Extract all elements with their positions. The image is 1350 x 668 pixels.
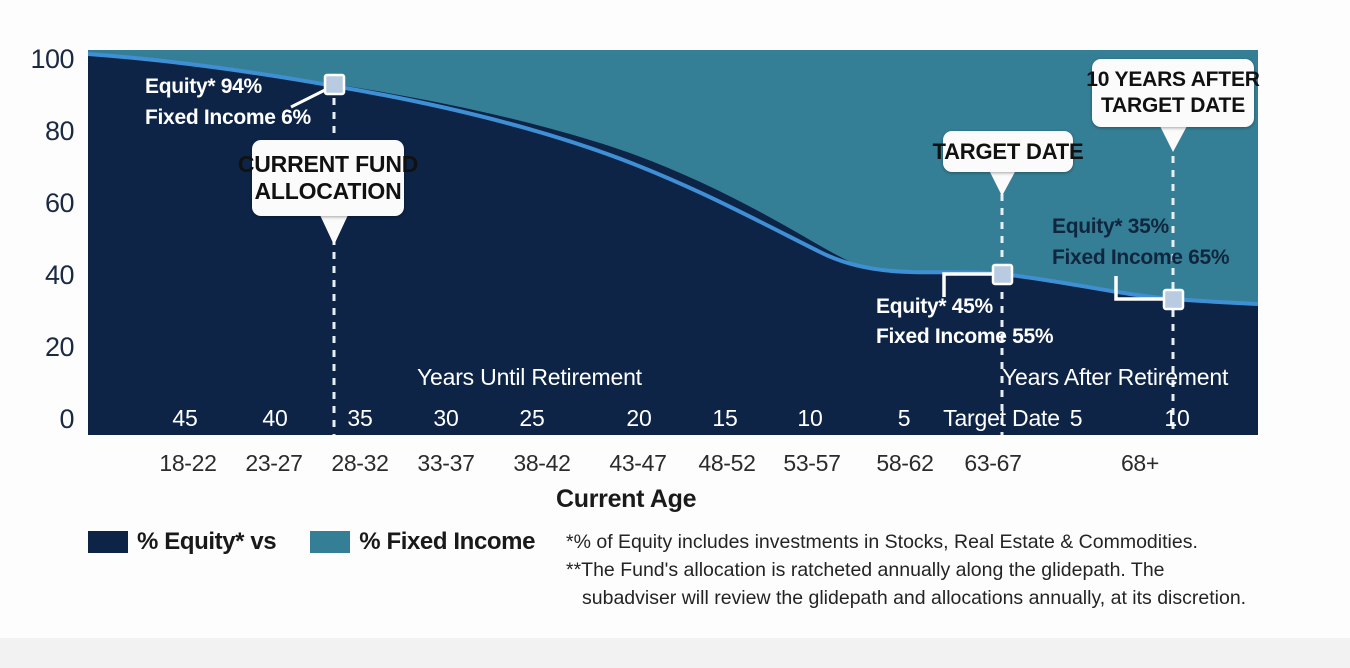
legend-label-fixed-income: % Fixed Income	[359, 528, 536, 555]
footnote-line-2: **The Fund's allocation is ratcheted ann…	[566, 559, 1165, 581]
age-label-43-47: 43-47	[609, 450, 667, 476]
legend-swatch-equity	[88, 531, 128, 553]
connector-target	[942, 272, 997, 297]
footnote-line-3: subadviser will review the glidepath and…	[582, 587, 1247, 609]
years-tick-25: 25	[519, 405, 545, 431]
age-label-18-22: 18-22	[159, 450, 217, 476]
y-tick-60: 60	[44, 188, 75, 218]
age-label-58-62: 58-62	[876, 450, 934, 476]
years-tick-target-date: Target Date	[943, 405, 1060, 431]
legend-item-equity[interactable]: % Equity* vs	[88, 528, 277, 556]
callout-after10-line2: TARGET DATE	[1100, 94, 1245, 117]
band-label-years-after-retirement: Years After Retirement	[1002, 364, 1229, 390]
years-after-tick-10: 10	[1164, 405, 1190, 431]
legend-swatch-fixed-income	[310, 531, 351, 553]
y-tick-40: 40	[44, 260, 75, 290]
annotation-current-equity: Equity* 94%	[145, 75, 262, 98]
years-tick-40: 40	[262, 405, 288, 431]
marker-target-date[interactable]	[991, 263, 1014, 286]
x-axis-title: Current Age	[556, 485, 697, 513]
years-after-tick-5: 5	[1069, 405, 1083, 431]
years-tick-10: 10	[797, 405, 823, 431]
footnote-line-1: *% of Equity includes investments in Sto…	[566, 531, 1198, 553]
connector-after10	[1114, 276, 1168, 301]
age-label-23-27: 23-27	[245, 450, 303, 476]
callout-current-fund-allocation[interactable]: CURRENT FUND ALLOCATION	[238, 140, 418, 216]
years-tick-20: 20	[626, 405, 652, 431]
callout-tail-after10	[1160, 126, 1187, 152]
callout-current-line1: CURRENT FUND	[237, 151, 419, 177]
age-label-48-52: 48-52	[698, 450, 756, 476]
years-tick-15: 15	[712, 405, 738, 431]
callout-after10-line1: 10 YEARS AFTER	[1086, 68, 1260, 91]
age-label-68-plus: 68+	[1120, 450, 1160, 476]
age-label-28-32: 28-32	[331, 450, 389, 476]
callout-target-date[interactable]: TARGET DATE	[933, 131, 1084, 172]
chart-legend: % Equity* vs % Fixed Income	[88, 528, 569, 556]
annotation-after10-fixed-income: Fixed Income 65%	[1052, 246, 1230, 269]
marker-current-fund-allocation[interactable]	[323, 73, 346, 96]
age-label-38-42: 38-42	[513, 450, 571, 476]
years-tick-45: 45	[172, 405, 198, 431]
y-tick-100: 100	[30, 44, 74, 74]
band-label-years-until-retirement: Years Until Retirement	[417, 364, 642, 390]
marker-10-years-after-target-date[interactable]	[1162, 288, 1185, 311]
years-tick-30: 30	[433, 405, 459, 431]
callout-target-line1: TARGET DATE	[932, 139, 1084, 164]
callout-tail-current	[320, 215, 348, 245]
annotation-target-equity: Equity* 45%	[876, 295, 993, 318]
y-tick-20: 20	[44, 332, 75, 362]
legend-item-fixed-income[interactable]: % Fixed Income	[310, 528, 535, 556]
callout-current-line2: ALLOCATION	[254, 178, 402, 204]
annotation-current-fixed-income: Fixed Income 6%	[145, 106, 311, 129]
age-label-63-67: 63-67	[964, 450, 1022, 476]
years-tick-5: 5	[897, 405, 911, 431]
annotation-target-fixed-income: Fixed Income 55%	[876, 325, 1054, 348]
age-label-53-57: 53-57	[783, 450, 841, 476]
bottom-strip	[0, 638, 1350, 668]
connector-current	[290, 86, 330, 109]
legend-label-equity: % Equity* vs	[137, 528, 277, 555]
y-tick-80: 80	[44, 116, 75, 146]
y-tick-0: 0	[59, 404, 74, 434]
footnotes: *% of Equity includes investments in Sto…	[566, 528, 1326, 612]
callout-10-years-after-target-date[interactable]: 10 YEARS AFTER TARGET DATE	[1086, 59, 1260, 127]
callout-tail-target	[989, 170, 1016, 196]
annotation-after10-equity: Equity* 35%	[1052, 215, 1169, 238]
years-tick-35: 35	[347, 405, 373, 431]
age-label-33-37: 33-37	[417, 450, 475, 476]
